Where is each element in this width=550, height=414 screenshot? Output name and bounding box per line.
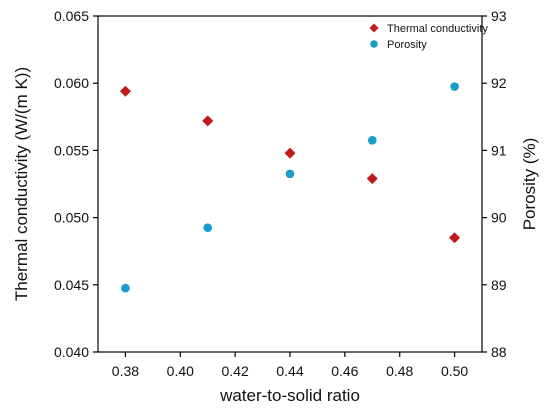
data-point-circle [285, 169, 295, 179]
x-tick-label: 0.50 [441, 363, 468, 379]
data-point-diamond [449, 232, 461, 244]
x-tick-label: 0.44 [276, 363, 303, 379]
right-y-tick-label: 92 [491, 75, 507, 91]
right-y-axis-ticks: 88 89 90 91 92 93 [482, 8, 507, 360]
left-y-tick-label: 0.040 [54, 344, 89, 360]
data-point-diamond [119, 85, 131, 97]
x-axis-ticks: 0.38 0.40 0.42 0.44 0.46 0.48 0.50 [112, 352, 468, 379]
x-tick-label: 0.40 [167, 363, 194, 379]
plot-frame [97, 15, 483, 353]
data-point-circle [367, 136, 377, 145]
x-axis-title: water-to-solid ratio [219, 386, 360, 405]
legend-marker-diamond [369, 23, 379, 33]
x-tick-label: 0.38 [112, 363, 139, 379]
right-y-tick-label: 93 [491, 8, 507, 24]
left-y-tick-label: 0.060 [54, 75, 89, 91]
legend: Thermal conductivity Porosity [369, 23, 488, 51]
data-point-diamond [284, 147, 296, 159]
series-porosity [121, 82, 459, 293]
legend-label-thermal-conductivity: Thermal conductivity [387, 23, 488, 35]
left-y-tick-label: 0.065 [54, 8, 89, 24]
x-tick-label: 0.48 [386, 363, 413, 379]
series-thermal-conductivity [119, 85, 461, 244]
left-y-axis-ticks: 0.040 0.045 0.050 0.055 0.060 0.065 [54, 8, 98, 360]
left-y-tick-label: 0.050 [54, 210, 89, 226]
data-point-diamond [202, 115, 214, 127]
data-point-circle [450, 82, 459, 91]
legend-marker-circle [370, 40, 378, 48]
data-point-circle [203, 223, 213, 232]
right-y-tick-label: 91 [491, 142, 507, 158]
legend-item-porosity: Porosity [370, 39, 427, 51]
left-y-axis-title: Thermal conductivity (W/(m K)) [12, 67, 31, 301]
left-y-tick-label: 0.055 [54, 142, 89, 158]
left-y-tick-label: 0.045 [54, 277, 89, 293]
right-y-tick-label: 90 [491, 210, 507, 226]
right-y-axis-title: Porosity (%) [520, 138, 539, 231]
right-y-tick-label: 88 [491, 344, 507, 360]
x-tick-label: 0.46 [331, 363, 358, 379]
plot-border [97, 15, 483, 353]
legend-item-thermal-conductivity: Thermal conductivity [369, 23, 488, 35]
right-y-tick-label: 89 [491, 277, 507, 293]
data-point-diamond [366, 173, 378, 185]
data-point-circle [121, 283, 130, 293]
legend-label-porosity: Porosity [387, 39, 427, 51]
series-layer [119, 82, 461, 293]
x-tick-label: 0.42 [222, 363, 249, 379]
